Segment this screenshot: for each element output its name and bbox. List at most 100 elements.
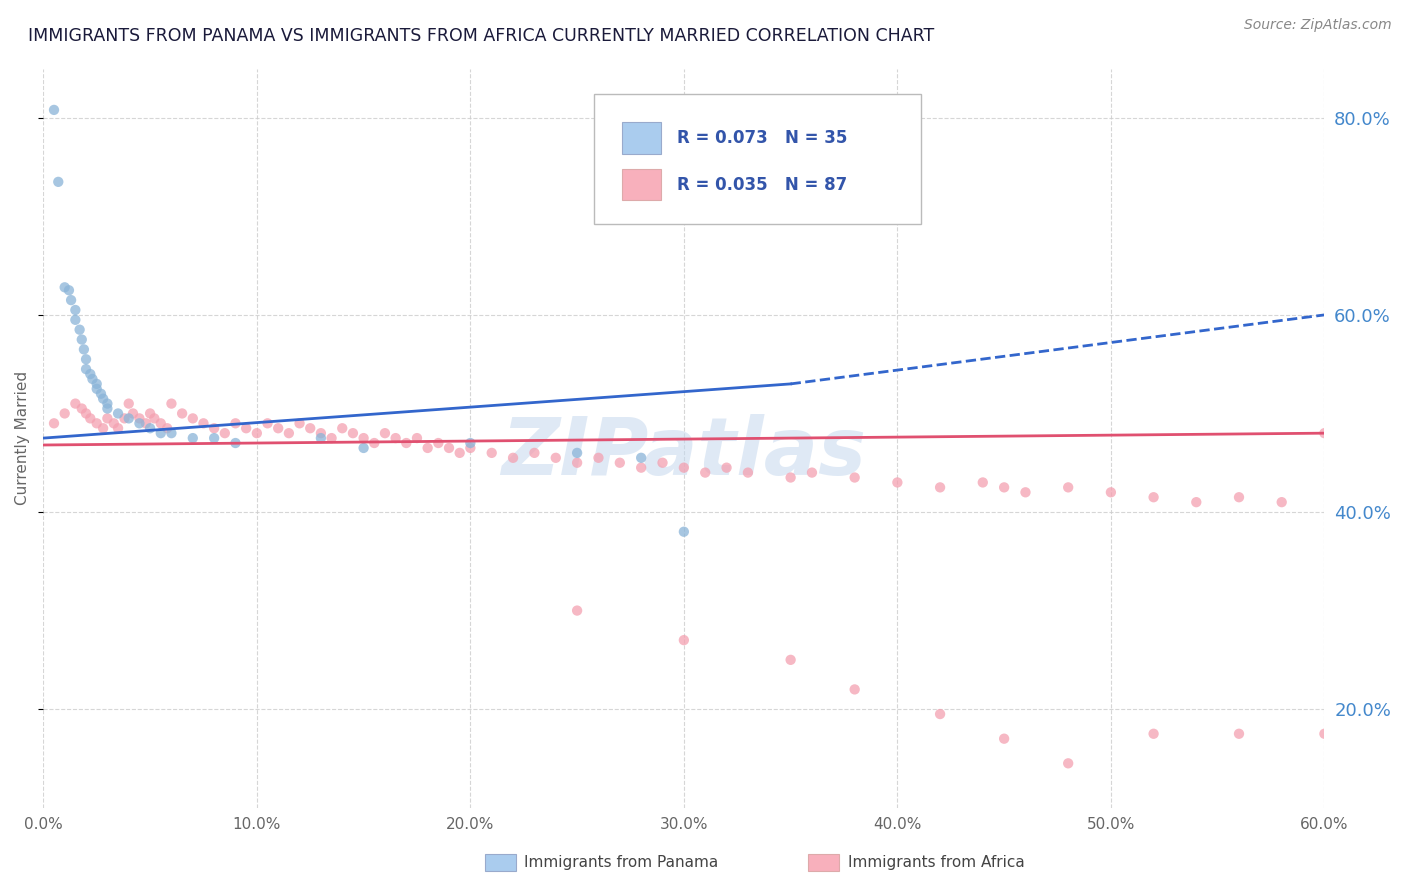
Point [993,731,1015,746]
Point [353,431,375,445]
Text: Immigrants from Africa: Immigrants from Africa [848,855,1025,870]
Point [1313,727,1336,741]
Point [416,441,439,455]
Point [53,407,76,421]
Point [844,682,866,697]
Point [672,524,695,539]
Point [160,426,183,441]
Point [844,470,866,484]
Point [460,436,482,450]
Text: ZIPatlas: ZIPatlas [502,414,866,491]
Point [309,426,332,441]
Point [224,436,246,450]
Point [1313,426,1336,441]
Point [128,411,150,425]
Point [139,421,162,435]
Point [149,417,172,431]
Point [588,450,610,465]
Point [1227,727,1250,741]
Point [91,421,114,435]
Point [672,633,695,648]
Point [193,417,215,431]
Bar [485,854,516,871]
Point [75,352,97,367]
Point [90,386,112,401]
Point [143,411,166,425]
Text: IMMIGRANTS FROM PANAMA VS IMMIGRANTS FROM AFRICA CURRENTLY MARRIED CORRELATION C: IMMIGRANTS FROM PANAMA VS IMMIGRANTS FRO… [28,27,935,45]
Point [42,417,65,431]
Point [1057,480,1080,494]
Point [79,367,101,381]
Text: R = 0.035   N = 87: R = 0.035 N = 87 [678,176,848,194]
Point [65,303,87,318]
Point [202,421,225,435]
Point [299,421,322,435]
Point [149,426,172,441]
Point [565,603,588,617]
Point [224,417,246,431]
Point [460,441,482,455]
Point [46,175,69,189]
Point [929,480,952,494]
Point [779,653,801,667]
Point [96,401,118,416]
Point [565,456,588,470]
Point [993,480,1015,494]
Point [86,382,108,396]
Point [246,426,269,441]
Point [1142,727,1164,741]
Point [449,446,471,460]
Point [256,417,278,431]
Point [779,470,801,484]
Point [267,421,290,435]
Point [801,466,824,480]
Point [96,396,118,410]
FancyBboxPatch shape [595,95,921,224]
Point [42,103,65,117]
Point [181,431,204,445]
Point [374,426,396,441]
Point [1185,495,1208,509]
Point [214,426,236,441]
Point [437,441,460,455]
Point [672,460,695,475]
Point [544,450,567,465]
Point [1271,495,1294,509]
Point [309,431,332,445]
Point [1057,756,1080,771]
Point [135,417,157,431]
Point [929,707,952,722]
Point [406,431,429,445]
Point [160,396,183,410]
Point [118,411,141,425]
Point [75,407,97,421]
Point [122,407,145,421]
Point [235,421,257,435]
Point [630,460,652,475]
Point [82,372,104,386]
Point [384,431,406,445]
Point [523,446,546,460]
Point [128,417,150,431]
Text: Immigrants from Panama: Immigrants from Panama [524,855,718,870]
Point [651,456,673,470]
Point [1227,490,1250,504]
Point [202,431,225,445]
Point [1014,485,1036,500]
Point [91,392,114,406]
Point [1142,490,1164,504]
Y-axis label: Currently Married: Currently Married [15,371,30,505]
Point [107,407,129,421]
Point [277,426,299,441]
Point [70,333,93,347]
Point [139,407,162,421]
Bar [623,122,661,153]
Bar [808,854,839,871]
Point [96,411,118,425]
Point [79,411,101,425]
Text: R = 0.073   N = 35: R = 0.073 N = 35 [678,129,848,147]
Point [481,446,503,460]
Point [60,293,83,307]
Point [972,475,994,490]
Point [75,362,97,376]
